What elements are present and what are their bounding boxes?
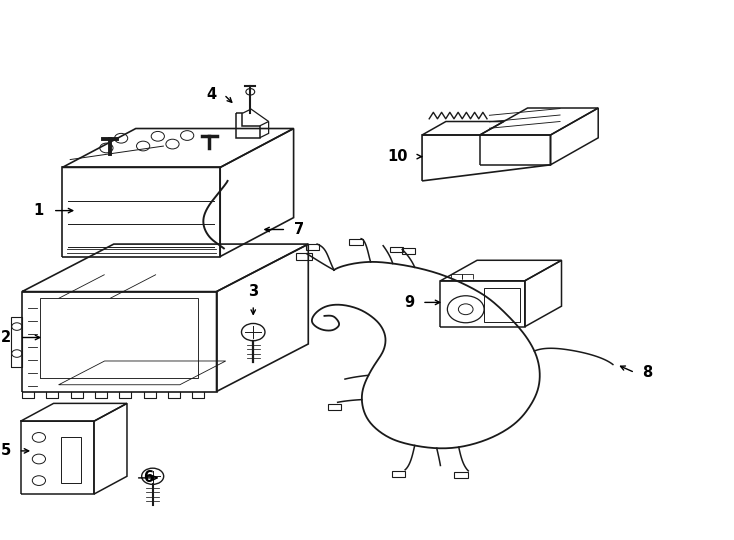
Text: 2: 2: [1, 330, 11, 345]
Bar: [392, 471, 405, 477]
Text: 5: 5: [1, 443, 11, 458]
Text: 7: 7: [294, 222, 304, 237]
Bar: [296, 253, 312, 260]
Bar: [349, 239, 363, 245]
Text: 8: 8: [642, 365, 653, 380]
Text: 10: 10: [387, 149, 407, 164]
Text: 4: 4: [206, 87, 217, 102]
Text: 3: 3: [248, 284, 258, 299]
Text: 6: 6: [143, 470, 153, 485]
Bar: [402, 248, 415, 254]
Bar: [454, 472, 468, 478]
Bar: [328, 404, 341, 409]
Bar: [390, 246, 403, 252]
Bar: [61, 437, 81, 483]
Text: 9: 9: [404, 295, 415, 310]
Bar: [484, 288, 520, 322]
Text: 1: 1: [34, 203, 44, 218]
Bar: [306, 244, 319, 250]
